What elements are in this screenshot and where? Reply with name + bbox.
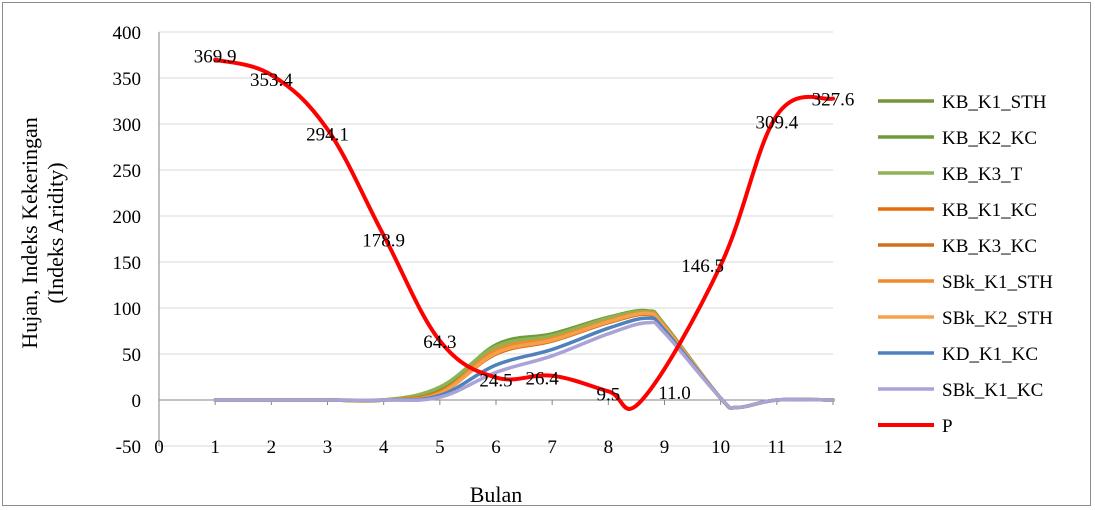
legend: KB_K1_STH KB_K2_KC KB_K3_T KB_K1_KC KB_K3_KC… — [878, 92, 1053, 437]
x-tick-label: 9 — [660, 437, 670, 458]
data-label: 24.5 — [479, 370, 512, 391]
y-tick-labels: -50 0 50 100 150 200 250 300 350 400 — [113, 23, 142, 458]
x-tick-label: 8 — [604, 437, 614, 458]
legend-label: KB_K3_T — [942, 164, 1023, 185]
data-labels: 369.9 353.4 294.1 178.9 64.3 24.5 26.4 9.5 11.0 1… — [194, 47, 855, 406]
y-tick-label: 50 — [122, 345, 141, 366]
series-line-sbk-k1-kc — [213, 320, 835, 410]
data-label: 26.4 — [526, 369, 560, 390]
series-line-sbk-k1-sth — [213, 310, 835, 410]
data-label: 294.1 — [306, 124, 349, 145]
x-axis-title: Bulan — [470, 482, 523, 507]
legend-label: SBk_K2_STH — [942, 308, 1053, 329]
legend-label: SBk_K1_STH — [942, 272, 1053, 293]
data-label: 11.0 — [658, 383, 691, 404]
x-tick-label: 11 — [768, 437, 786, 458]
legend-label: KB_K2_KC — [942, 128, 1037, 149]
data-label: 327.6 — [812, 90, 855, 111]
series-lines — [213, 57, 835, 411]
x-tick-label: 12 — [824, 437, 843, 458]
x-tick-label: 0 — [154, 437, 164, 458]
y-tick-label: 200 — [113, 207, 142, 228]
data-label: 146.5 — [681, 256, 724, 277]
legend-label: P — [942, 416, 953, 437]
data-label: 353.4 — [250, 70, 293, 91]
legend-label: KB_K3_KC — [942, 236, 1037, 257]
x-tick-label: 7 — [547, 437, 557, 458]
y-axis-title-line2: (Indeks Aridity) — [43, 162, 68, 303]
y-tick-label: 400 — [113, 23, 142, 44]
series-line-kb-k1-kc — [213, 311, 835, 410]
y-tick-label: 100 — [113, 299, 142, 320]
legend-label: SBk_K1_KC — [942, 380, 1043, 401]
series-line-kb-k3-kc — [213, 312, 835, 410]
y-axis-title-line1: Hujan, Indeks Kekeringan — [17, 117, 42, 349]
y-tick-label: 150 — [113, 253, 142, 274]
series-line-sbk-k2-sth — [213, 311, 835, 410]
data-label: 64.3 — [423, 332, 456, 353]
x-tick-label: 4 — [379, 437, 389, 458]
series-line-kb-k2-kc — [213, 308, 835, 410]
data-label: 309.4 — [755, 112, 798, 133]
y-tick-label: 250 — [113, 161, 142, 182]
data-label: 9.5 — [596, 384, 620, 405]
y-tick-label: 350 — [113, 69, 142, 90]
x-tick-label: 3 — [323, 437, 333, 458]
legend-label: KB_K1_STH — [942, 92, 1047, 113]
legend-label: KB_K1_KC — [942, 200, 1037, 221]
legend-label: KD_K1_KC — [942, 344, 1038, 365]
x-tick-label: 6 — [491, 437, 501, 458]
x-tick-label: 10 — [711, 437, 730, 458]
data-label: 369.9 — [194, 47, 237, 68]
series-line-kb-k1-sth — [213, 310, 835, 410]
x-tick-label: 5 — [435, 437, 445, 458]
x-tick-labels: 0 1 2 3 4 5 6 7 8 9 10 11 12 — [154, 437, 842, 458]
y-tick-label: -50 — [116, 437, 141, 458]
data-label: 178.9 — [362, 230, 405, 251]
y-tick-label: 300 — [113, 115, 142, 136]
x-tick-label: 1 — [210, 437, 220, 458]
y-tick-label: 0 — [132, 391, 142, 412]
x-tick-label: 2 — [267, 437, 277, 458]
series-line-p — [213, 57, 835, 411]
series-line-kb-k3-t — [213, 309, 835, 410]
